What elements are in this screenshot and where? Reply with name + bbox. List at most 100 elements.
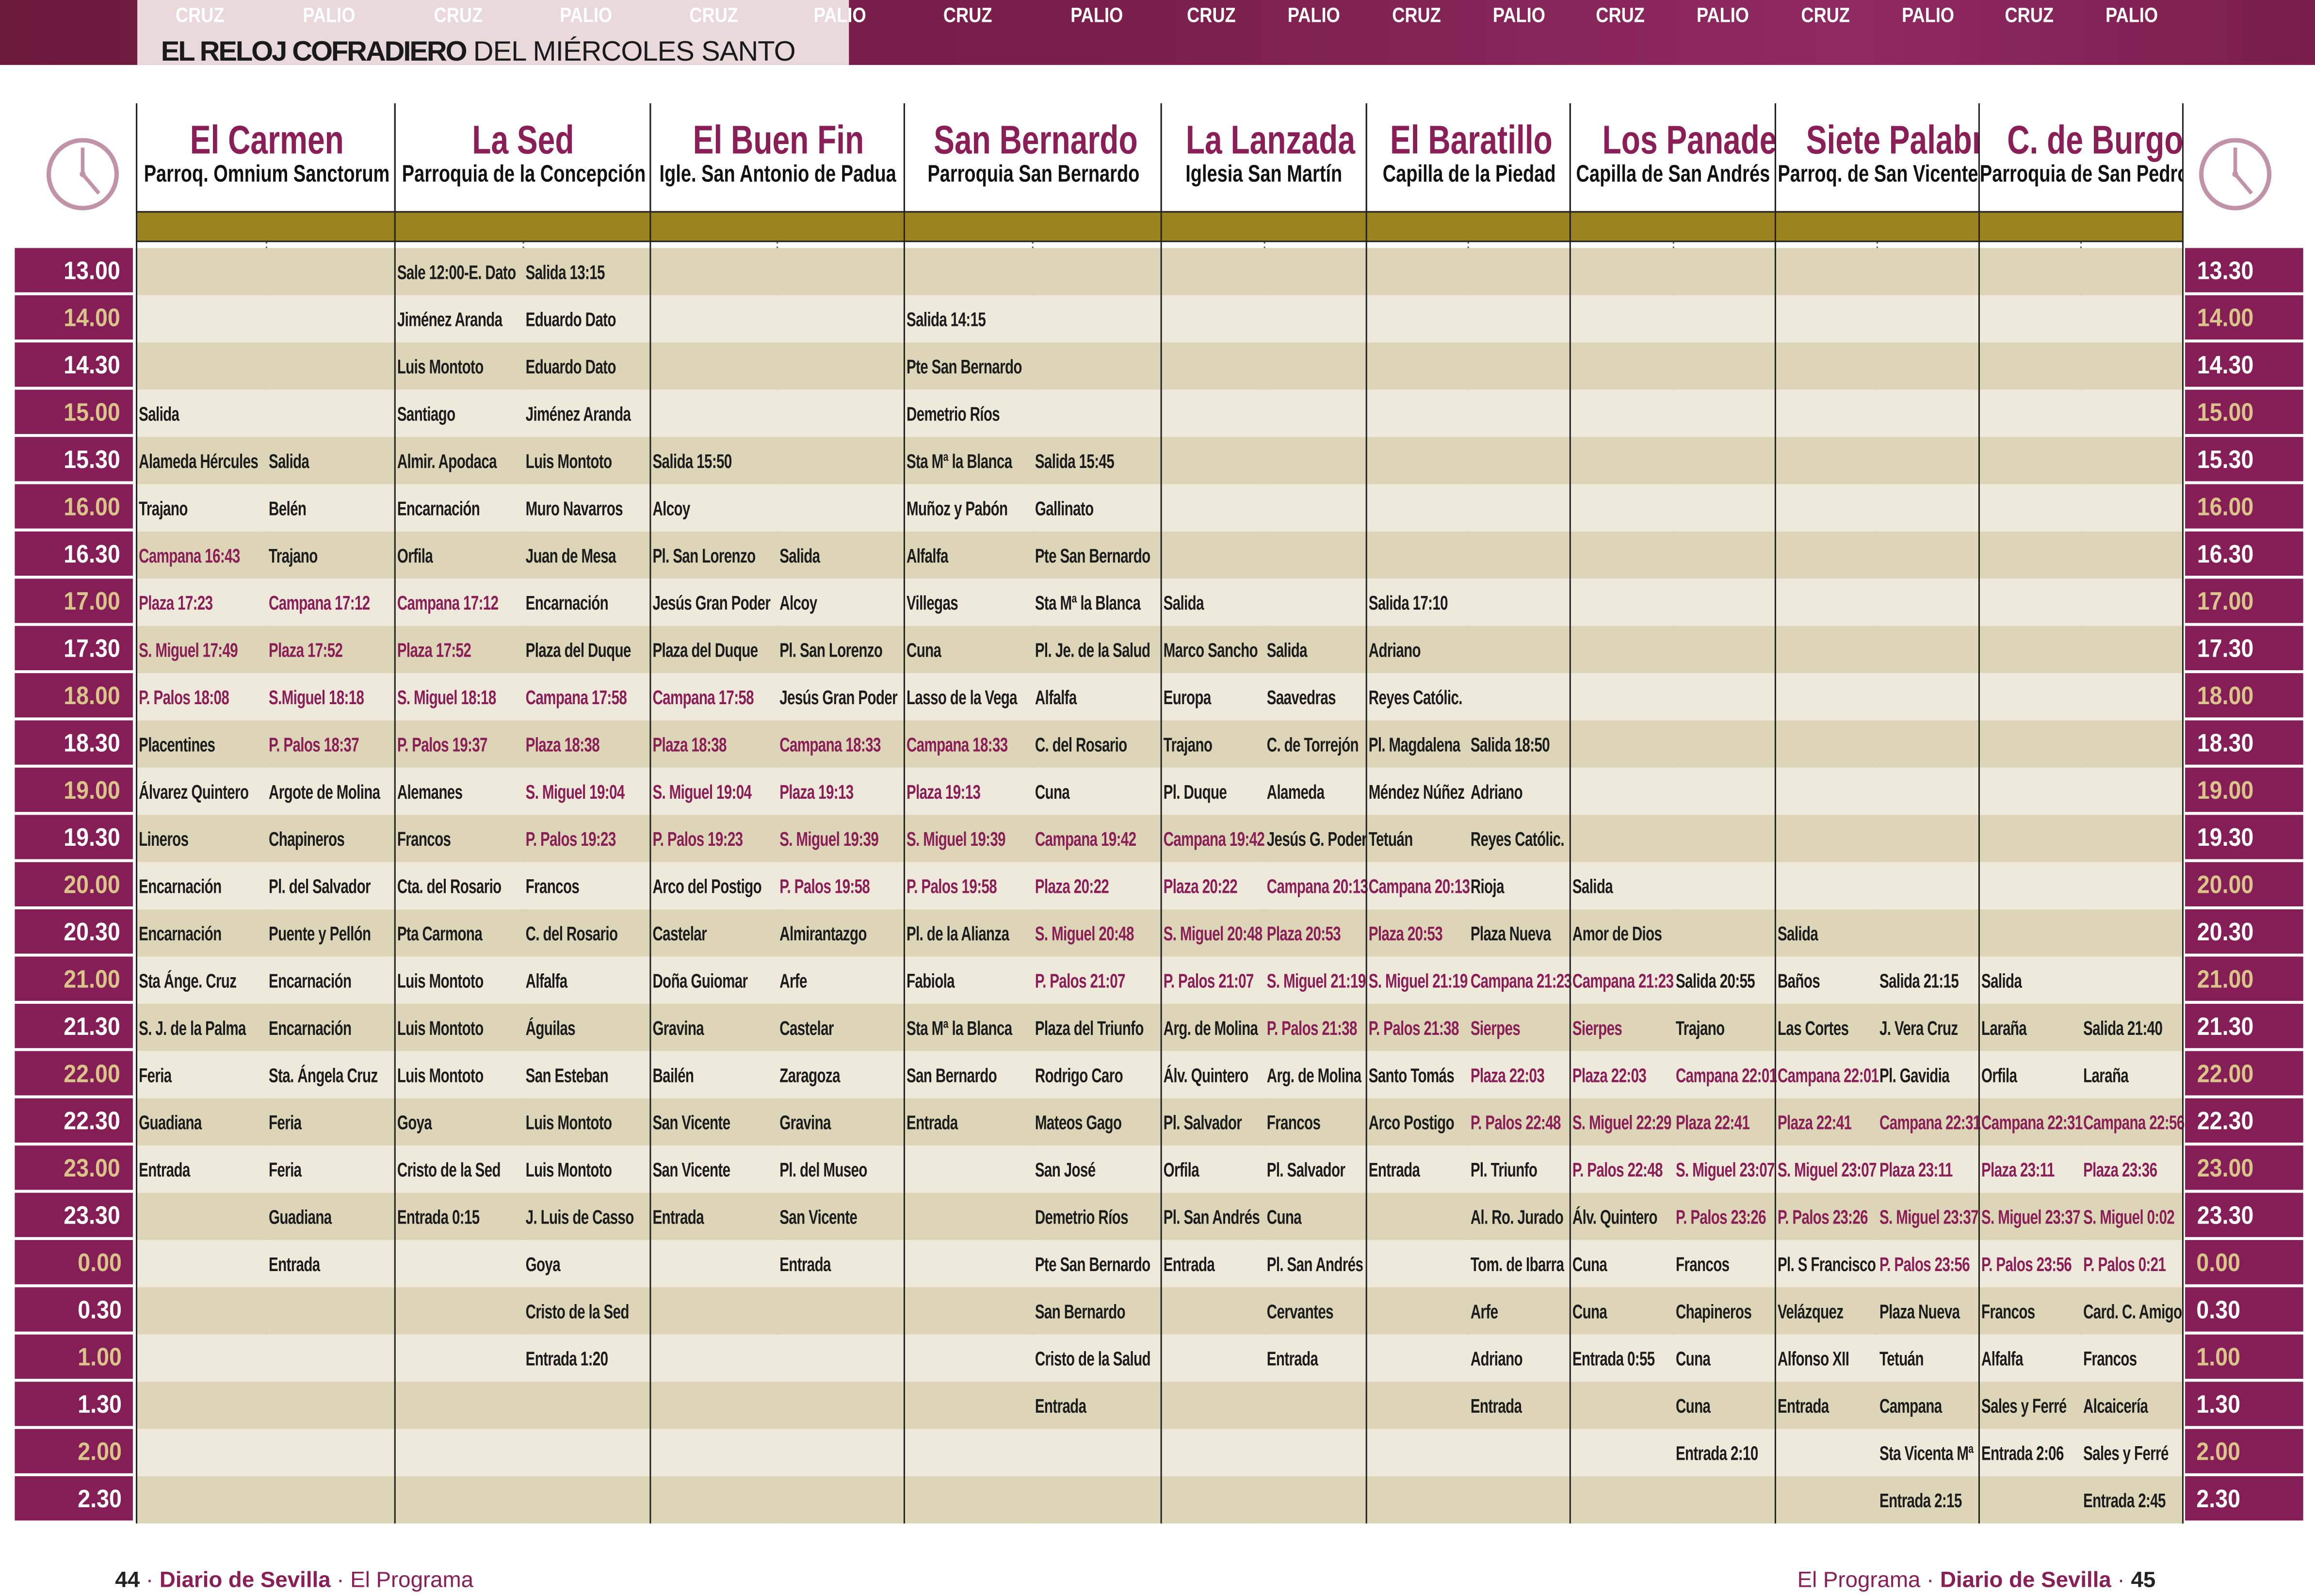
cross-location-cell	[1775, 484, 1877, 531]
cross-location-cell	[1570, 342, 1672, 389]
cross-location-cell: Campana 22:31	[1981, 1112, 2083, 1134]
table-row: S. J. de la Palma Encarnación Luis Montoto…	[136, 1003, 2183, 1051]
time-label-left: 14.30	[15, 342, 133, 387]
cross-location-cell: Alfonso XII	[1777, 1348, 1849, 1370]
brotherhood-name: Siete Palabras	[1806, 118, 1980, 162]
cross-location-cell: Encarnación	[397, 497, 480, 520]
cross-location-cell: Arco del Postigo	[652, 875, 762, 898]
cross-location-cell: P. Palos 22:48	[1572, 1159, 1663, 1181]
cross-location-cell	[1366, 1476, 1468, 1523]
palio-location-cell: Entrada 2:15	[1879, 1489, 1962, 1512]
cross-location-cell: Plaza 17:23	[139, 592, 213, 614]
cross-location-cell	[1570, 815, 1672, 862]
cross-location-cell: Adriano	[1368, 639, 1421, 661]
cross-location-cell: San Bernardo	[907, 1064, 997, 1087]
cross-location-cell: Lineros	[139, 828, 189, 851]
cross-location-cell: Alemanes	[397, 781, 463, 803]
cross-location-cell: P. Palos 19:58	[907, 875, 997, 898]
palio-location-cell: Encarnación	[525, 592, 608, 614]
cross-location-cell	[1978, 1476, 2080, 1523]
palio-location-cell	[1468, 532, 1570, 579]
palio-label: PALIO	[303, 3, 356, 27]
palio-location-cell: Salida 21:40	[2083, 1017, 2163, 1039]
cross-location-cell	[394, 1240, 522, 1287]
time-label-right: 18.30	[2185, 720, 2303, 765]
table-row: Entrada Entrada Cuna Entrada Campana Sales y …	[136, 1382, 2183, 1429]
brotherhood-name: C. de Burgos	[2007, 118, 2184, 162]
table-row: Entrada Goya Entrada Pte San Bernardo Entrad…	[136, 1240, 2183, 1288]
cross-location-cell	[649, 1429, 777, 1476]
cross-location-cell: Santo Tomás	[1368, 1064, 1455, 1087]
palio-location-cell	[2080, 295, 2182, 342]
cross-location-cell: S. Miguel 19:39	[907, 828, 1006, 851]
palio-location-cell: S. Miguel 23:37	[1879, 1206, 1979, 1228]
palio-location-cell: Pl. del Salvador	[268, 875, 370, 898]
palio-location-cell	[1468, 248, 1570, 295]
cross-location-cell	[1161, 437, 1263, 484]
cross-location-cell	[649, 1240, 777, 1287]
column-divider	[649, 103, 651, 1524]
cross-location-cell	[1366, 295, 1468, 342]
palio-location-cell: Francos	[1266, 1112, 1320, 1134]
section-name: El Programa	[350, 1567, 474, 1593]
cross-location-cell: Cuna	[1572, 1253, 1607, 1276]
cross-location-cell: Méndez Núñez	[1368, 781, 1465, 803]
brotherhood-name: Los Panaderos	[1602, 118, 1776, 162]
cross-location-cell: Salida 14:15	[907, 308, 986, 331]
palio-location-cell: P. Palos 0:21	[2083, 1253, 2166, 1276]
palio-location-cell	[265, 390, 394, 437]
cross-location-cell	[1775, 1429, 1877, 1476]
cross-location-cell	[1570, 484, 1672, 531]
cross-location-cell	[1366, 1193, 1468, 1240]
cross-location-cell: Almir. Apodaca	[397, 450, 497, 473]
cross-location-cell: Velázquez	[1777, 1300, 1844, 1323]
palio-label: PALIO	[1288, 3, 1341, 27]
palio-location-cell	[2080, 390, 2182, 437]
palio-location-cell	[1672, 815, 1775, 862]
palio-location-cell	[2080, 909, 2182, 956]
time-label-right: 21.00	[2185, 956, 2303, 1001]
palio-location-cell: Pl. San Lorenzo	[779, 639, 883, 661]
palio-location-cell: Almirantazgo	[779, 922, 867, 945]
palio-location-cell: Salida 15:45	[1035, 450, 1115, 473]
cross-location-cell: Sale 12:00-E. Dato	[397, 261, 516, 284]
cross-location-cell: Pl. Duque	[1163, 781, 1227, 803]
church-name: Igle. San Antonio de Padua	[660, 162, 897, 188]
cross-location-cell	[1775, 532, 1877, 579]
palio-location-cell: Cuna	[1266, 1206, 1301, 1228]
palio-location-cell: Plaza del Duque	[525, 639, 631, 661]
cross-location-cell	[649, 1335, 777, 1382]
palio-location-cell	[1672, 295, 1775, 342]
palio-location-cell	[1672, 673, 1775, 720]
cross-location-cell	[1161, 484, 1263, 531]
clock-icon	[46, 138, 119, 210]
palio-location-cell	[265, 1287, 394, 1334]
palio-location-cell: J. Vera Cruz	[1879, 1017, 1958, 1039]
cross-location-cell: Arco Postigo	[1368, 1112, 1455, 1134]
time-label-left: 15.00	[15, 389, 133, 434]
palio-location-cell	[1672, 390, 1775, 437]
palio-location-cell: Plaza 18:38	[525, 733, 599, 756]
palio-location-cell: Salida 21:15	[1879, 969, 1959, 992]
palio-location-cell: Encarnación	[268, 1017, 351, 1039]
footer-right: El Programa · Diario de Sevilla · 45	[1797, 1567, 2156, 1593]
time-label-left: 20.00	[15, 862, 133, 907]
palio-location-cell: Alcaicería	[2083, 1395, 2148, 1418]
church-name: Capilla de San Andrés	[1576, 162, 1771, 188]
time-label-left: 0.30	[15, 1287, 133, 1332]
cross-location-cell: Luis Montoto	[397, 969, 484, 992]
time-label-right: 16.30	[2185, 531, 2303, 576]
cross-location-cell	[904, 1382, 1032, 1429]
palio-location-cell: S. Miguel 21:19	[1266, 969, 1365, 992]
cross-location-cell: P. Palos 18:08	[139, 686, 229, 709]
cross-location-cell	[1978, 720, 2080, 767]
table-row: Entrada 2:10 Sta Vicenta Mª Entrada 2:06 Sa…	[136, 1429, 2183, 1476]
cross-location-cell: Pl. San Andrés	[1163, 1206, 1260, 1228]
cross-location-cell	[1775, 295, 1877, 342]
cross-location-cell	[1366, 342, 1468, 389]
cross-location-cell	[1570, 626, 1672, 673]
cross-location-cell: Sta Mª la Blanca	[907, 1017, 1012, 1039]
palio-location-cell	[1468, 437, 1570, 484]
cross-location-cell	[1570, 1382, 1672, 1429]
column-divider	[1569, 103, 1571, 1524]
